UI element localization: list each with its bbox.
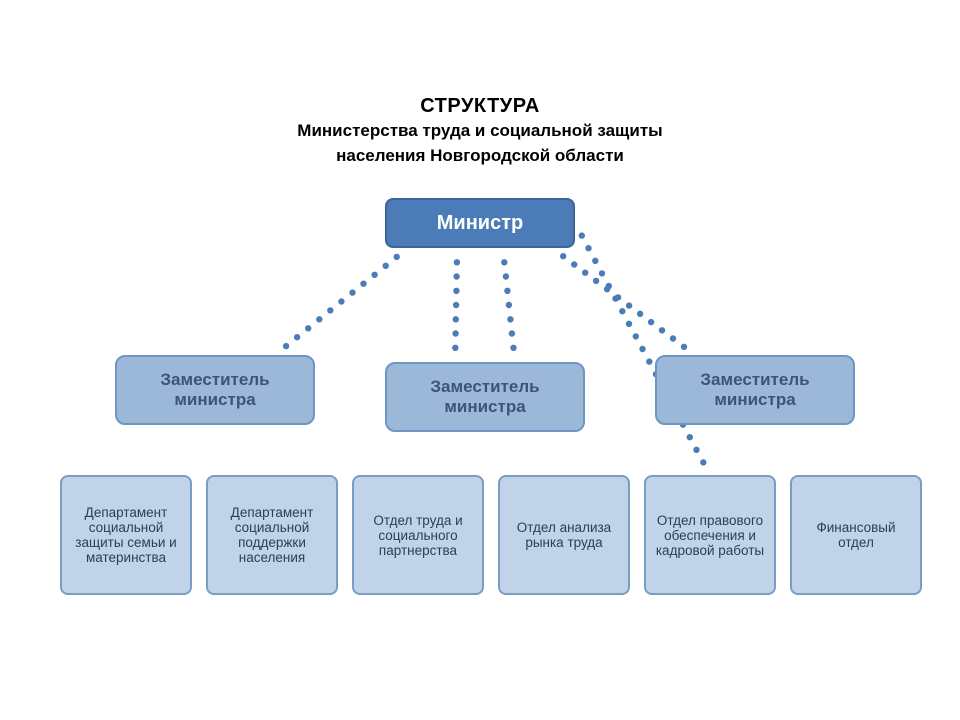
node-label: Департамент социальной поддержки населен…	[216, 505, 328, 565]
node-dept-3: Отдел труда и социального партнерства	[352, 475, 484, 595]
node-dept-6: Финансовый отдел	[790, 475, 922, 595]
node-label: Финансовый отдел	[800, 520, 912, 550]
chart-title-block: СТРУКТУРА Министерства труда и социально…	[0, 95, 960, 168]
node-label: Заместитель министра	[665, 370, 845, 410]
node-deputy-3: Заместитель министра	[655, 355, 855, 425]
org-chart: СТРУКТУРА Министерства труда и социально…	[0, 0, 960, 720]
node-label: Отдел труда и социального партнерства	[362, 513, 474, 558]
node-label: Отдел правового обеспечения и кадровой р…	[654, 513, 766, 558]
node-label: Департамент социальной защиты семьи и ма…	[70, 505, 182, 565]
node-label: Министр	[395, 212, 565, 235]
node-dept-5: Отдел правового обеспечения и кадровой р…	[644, 475, 776, 595]
chart-title-sub2: населения Новгородской области	[0, 145, 960, 168]
chart-title-sub1: Министерства труда и социальной защиты	[0, 120, 960, 143]
node-label: Отдел анализа рынка труда	[508, 520, 620, 550]
node-label: Заместитель министра	[125, 370, 305, 410]
node-label: Заместитель министра	[395, 377, 575, 417]
node-dept-4: Отдел анализа рынка труда	[498, 475, 630, 595]
node-deputy-2: Заместитель министра	[385, 362, 585, 432]
node-deputy-1: Заместитель министра	[115, 355, 315, 425]
node-dept-1: Департамент социальной защиты семьи и ма…	[60, 475, 192, 595]
node-minister: Министр	[385, 198, 575, 248]
chart-title-main: СТРУКТУРА	[0, 95, 960, 118]
node-dept-2: Департамент социальной поддержки населен…	[206, 475, 338, 595]
